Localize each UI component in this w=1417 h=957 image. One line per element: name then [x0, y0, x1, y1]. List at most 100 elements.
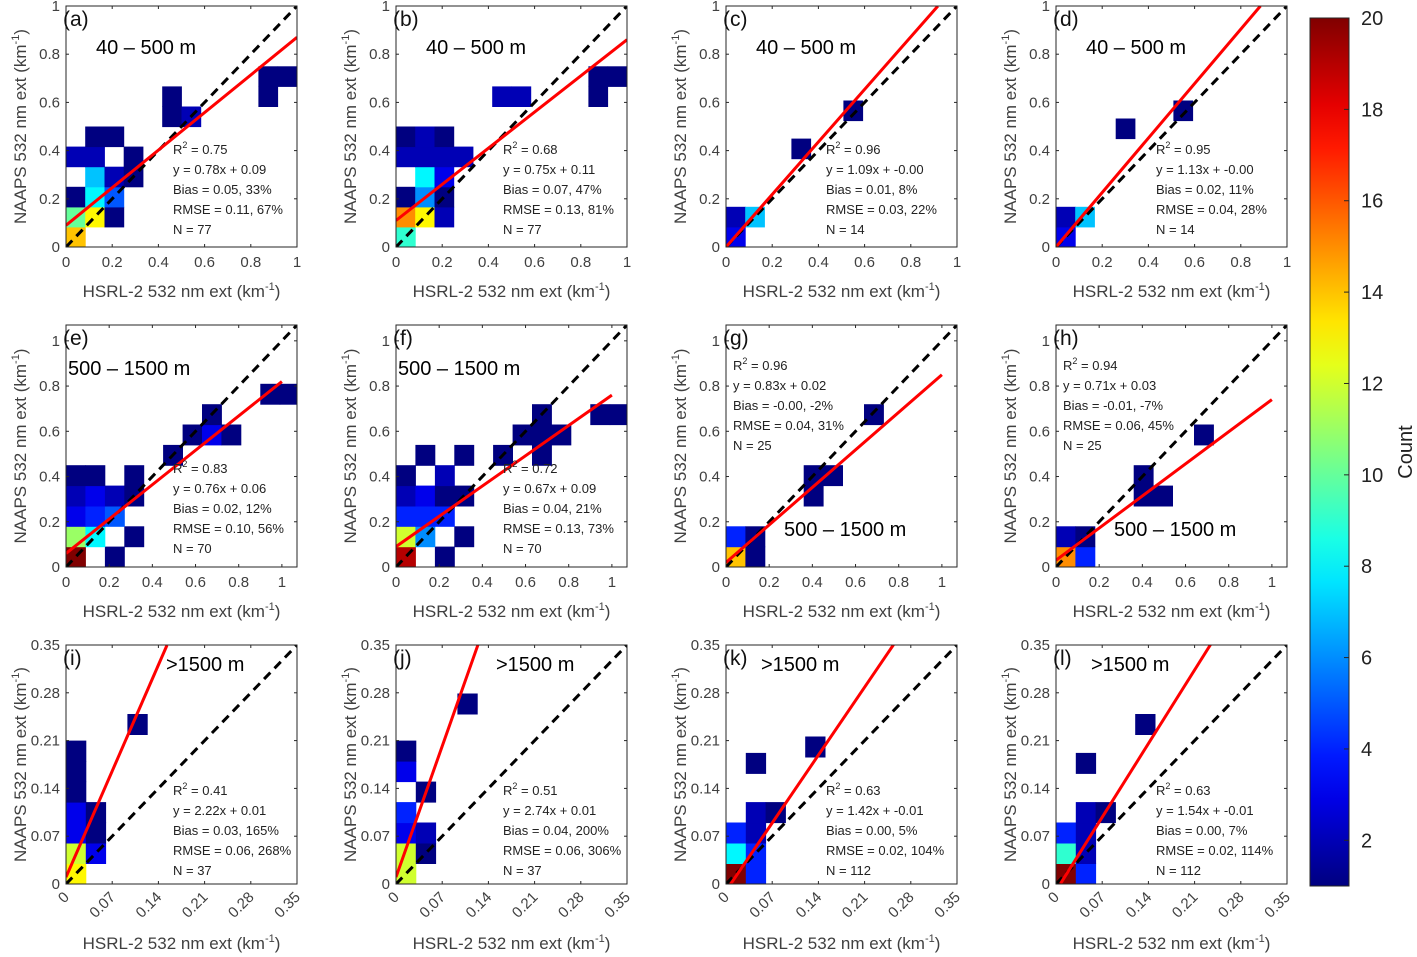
- histogram-cell: [532, 424, 552, 446]
- y-tick-label: 0.6: [39, 423, 60, 440]
- one-to-one-line: [396, 645, 627, 884]
- axes-box: [1055, 5, 1288, 248]
- histogram-cell: [1075, 802, 1097, 824]
- histogram-cell: [415, 166, 435, 188]
- x-tick-label: 0.6: [1184, 254, 1205, 271]
- histogram-cell: [607, 66, 627, 87]
- x-tick-label: 0.2: [1089, 574, 1110, 591]
- histogram-cell: [104, 206, 125, 228]
- histogram-cell: [66, 485, 86, 507]
- histogram-cell: [1056, 843, 1077, 864]
- one-to-one-line: [396, 325, 627, 567]
- rmse-text: RMSE = 0.02, 114%: [1156, 843, 1274, 858]
- histogram-cell: [260, 383, 281, 405]
- axes-box: [1055, 644, 1288, 885]
- histogram-cell: [609, 404, 627, 426]
- y-tick-label: 0.35: [1021, 637, 1050, 654]
- paren: ): [341, 349, 360, 355]
- r-squared-text: R2 = 0.63: [1156, 781, 1211, 798]
- r2-value: = 0.83: [187, 461, 227, 476]
- superscript: -1: [10, 354, 22, 364]
- x-tick-label: 0: [722, 254, 730, 271]
- regression-line: [66, 36, 297, 227]
- altitude-label: >1500 m: [1091, 654, 1169, 676]
- x-tick-label: 0.21: [839, 889, 872, 922]
- x-tick-label: 0.2: [102, 254, 123, 271]
- x-tick-label: 0.2: [429, 574, 450, 591]
- fit-equation-text: y = 1.13x + -0.00: [1156, 162, 1254, 177]
- y-tick-label: 0.8: [1029, 46, 1050, 63]
- x-tick-label: 0.4: [802, 574, 823, 591]
- x-tick-label: 1: [938, 574, 946, 591]
- axes-box: [725, 324, 958, 568]
- x-tick-label: 1: [623, 254, 631, 271]
- y-tick-label: 1: [382, 0, 390, 15]
- regression-line: [729, 645, 895, 884]
- one-to-one-line: [1056, 6, 1287, 247]
- paren: ): [935, 282, 941, 301]
- panel-label: (e): [63, 327, 89, 350]
- plot-area: [1056, 325, 1287, 567]
- histogram-cell: [162, 86, 182, 107]
- histogram-cell: [279, 383, 297, 405]
- y-axis-label: NAAPS 532 nm ext (km-1): [340, 29, 360, 224]
- colorbar-tick-label: 2: [1361, 830, 1372, 852]
- r2-value: = 0.51: [517, 783, 557, 798]
- histogram-cell: [823, 465, 843, 487]
- histogram-cell: [454, 444, 475, 466]
- histogram-cell: [85, 505, 106, 527]
- plot-area: [396, 325, 627, 567]
- paren: ): [605, 602, 611, 621]
- panel-l: 000.070.070.140.140.210.210.280.280.350.…: [1000, 637, 1294, 953]
- r-squared-text: R2 = 0.96: [826, 140, 881, 157]
- r-squared-text: R2 = 0.72: [503, 459, 558, 476]
- r-squared-text: R2 = 0.63: [826, 781, 881, 798]
- x-axis-label: HSRL-2 532 nm ext (km-1): [83, 601, 281, 621]
- rmse-text: RMSE = 0.03, 22%: [826, 202, 937, 217]
- y-tick-label: 0: [1042, 876, 1050, 893]
- x-tick-label: 0.2: [1092, 254, 1113, 271]
- r-squared-text: R2 = 0.96: [733, 356, 788, 373]
- bias-text: Bias = 0.01, 8%: [826, 182, 918, 197]
- histogram-cell: [66, 802, 87, 824]
- superscript: 2: [1165, 140, 1170, 150]
- fit-equation-text: y = 0.76x + 0.06: [173, 481, 266, 496]
- panel-label: (f): [393, 327, 413, 350]
- panel-label: (g): [723, 327, 749, 350]
- histogram-cell: [85, 485, 106, 507]
- altitude-label: >1500 m: [496, 654, 574, 676]
- n-text: N = 14: [826, 222, 865, 237]
- colorbar-bar: [1309, 17, 1350, 887]
- fit-equation-text: y = 0.71x + 0.03: [1063, 378, 1156, 393]
- bias-text: Bias = 0.00, 7%: [1156, 823, 1248, 838]
- panel-d: 00 0.2 0.2 0.4 0.4 0.6 0.6 0.8 0.8 1 1 HSRL-2 532 n…: [1000, 0, 1291, 301]
- r2-value: = 0.75: [187, 142, 227, 157]
- bias-text: Bias = 0.02, 11%: [1156, 182, 1254, 197]
- r2-value: = 0.94: [1077, 358, 1117, 373]
- n-text: N = 112: [826, 863, 871, 878]
- y-tick-label: 1: [712, 0, 720, 15]
- y-tick-label: 0.14: [1021, 780, 1050, 797]
- axes-box: [65, 5, 298, 248]
- superscript: -1: [1000, 35, 1012, 45]
- superscript: -1: [1000, 673, 1012, 683]
- y-tick-label: 0.2: [369, 191, 390, 208]
- y-tick-label: 0.6: [369, 423, 390, 440]
- x-tick-label: 0.6: [1175, 574, 1196, 591]
- y-tick-label: 0.4: [39, 143, 60, 160]
- x-tick-label: 0.35: [271, 889, 304, 922]
- y-tick-label: 0.8: [39, 46, 60, 63]
- one-to-one-line: [726, 6, 957, 247]
- plot-area: [396, 645, 627, 884]
- n-text: N = 25: [1063, 438, 1102, 453]
- histogram-cell: [85, 146, 105, 168]
- plot-area: [1056, 6, 1287, 247]
- histogram-cell: [492, 86, 512, 107]
- x-tick-label: 0.4: [472, 574, 493, 591]
- histogram-cell: [434, 546, 455, 567]
- colorbar-tick-label: 6: [1361, 648, 1372, 670]
- x-tick-label: 0.2: [99, 574, 120, 591]
- histogram-cell: [1056, 206, 1076, 228]
- altitude-label: 40 – 500 m: [1086, 37, 1186, 59]
- y-tick-label: 0: [712, 559, 720, 576]
